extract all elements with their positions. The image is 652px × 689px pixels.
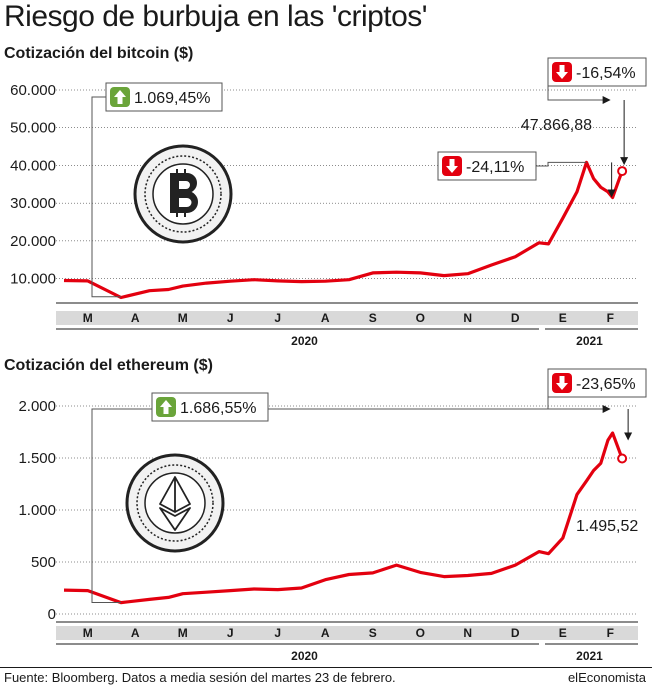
bitcoin-coin-icon <box>133 144 233 244</box>
annotation-label-2: -16,54% <box>576 65 636 82</box>
y-tick-label: 10.000 <box>10 271 56 288</box>
y-tick-label: 40.000 <box>10 157 56 174</box>
month-label: A <box>131 626 140 640</box>
month-label: M <box>83 311 93 325</box>
last-value-label: 1.495,52 <box>576 518 638 535</box>
y-tick-label: 2.000 <box>18 398 56 415</box>
month-label: E <box>559 626 567 640</box>
month-label: A <box>321 311 330 325</box>
y-tick-label: 0 <box>48 606 56 623</box>
footer-divider <box>0 667 652 668</box>
y-tick-label: 500 <box>31 554 56 571</box>
arrow-up-icon <box>110 87 130 107</box>
month-label: N <box>463 626 472 640</box>
connector-line <box>91 96 121 298</box>
ethereum-coin-icon <box>125 453 225 553</box>
y-tick-label: 30.000 <box>10 195 56 212</box>
month-label: M <box>178 626 188 640</box>
page-title: Riesgo de burbuja en las 'criptos' <box>4 0 428 33</box>
connector-line <box>547 86 609 101</box>
month-label: F <box>607 311 614 325</box>
peak-arrowhead <box>602 96 611 104</box>
month-label: M <box>83 626 93 640</box>
annotation-label-0: 1.686,55% <box>180 400 257 417</box>
arrow-down-icon <box>442 156 462 176</box>
connector-line <box>91 408 152 604</box>
y-tick-label: 50.000 <box>10 120 56 137</box>
annotation-label-0: 1.069,45% <box>134 90 211 107</box>
peak-arrowhead <box>602 405 611 413</box>
ethereum-chart-title: Cotización del ethereum ($) <box>4 357 213 374</box>
arrow-down-icon <box>552 373 572 393</box>
month-label: J <box>274 626 281 640</box>
series-line <box>63 160 624 300</box>
month-label: J <box>227 626 234 640</box>
ethereum-chart: 0 500 1.000 1.500 2.000 M A M J J A S O N D E F 2020 2021 1… <box>18 368 647 663</box>
month-label: M <box>178 311 188 325</box>
series-line <box>63 431 624 605</box>
bitcoin-chart-title: Cotización del bitcoin ($) <box>4 45 194 62</box>
last-value-marker <box>617 453 628 464</box>
month-label: D <box>511 311 520 325</box>
month-label: O <box>416 626 425 640</box>
month-label: F <box>607 626 614 640</box>
year-label: 2020 <box>291 649 318 663</box>
month-label: D <box>511 626 520 640</box>
arrow-up-icon <box>156 397 176 417</box>
y-tick-label: 1.000 <box>18 502 56 519</box>
month-label: A <box>131 311 140 325</box>
year-label: 2020 <box>291 334 318 348</box>
month-label: S <box>369 311 377 325</box>
source-note: Fuente: Bloomberg. Datos a media sesión … <box>4 670 396 685</box>
arrow-down-icon <box>552 62 572 82</box>
drop-arrowhead <box>624 432 633 441</box>
y-tick-label: 20.000 <box>10 233 56 250</box>
month-label: N <box>463 311 472 325</box>
month-band <box>56 311 638 325</box>
y-tick-label: 60.000 <box>10 82 56 99</box>
connector-line <box>536 161 587 167</box>
month-label: J <box>274 311 281 325</box>
month-band <box>56 626 638 640</box>
month-label: S <box>369 626 377 640</box>
year-label: 2021 <box>576 649 603 663</box>
annotation-label-1: -23,65% <box>576 376 636 393</box>
month-label: J <box>227 311 234 325</box>
annotation-label-1: -24,11% <box>466 159 524 176</box>
last-value-label: 47.866,88 <box>521 117 592 134</box>
brand-logo-text: elEconomista <box>567 670 646 685</box>
drop-arrowhead <box>607 189 616 198</box>
bitcoin-chart: 10.000 20.000 30.000 40.000 50.000 60.000 M A M J… <box>10 57 647 348</box>
month-label: O <box>416 311 425 325</box>
drop-arrowhead <box>620 157 629 166</box>
month-label: A <box>321 626 330 640</box>
month-label: E <box>559 311 567 325</box>
y-tick-label: 1.500 <box>18 450 56 467</box>
last-value-marker <box>617 166 628 177</box>
year-label: 2021 <box>576 334 603 348</box>
